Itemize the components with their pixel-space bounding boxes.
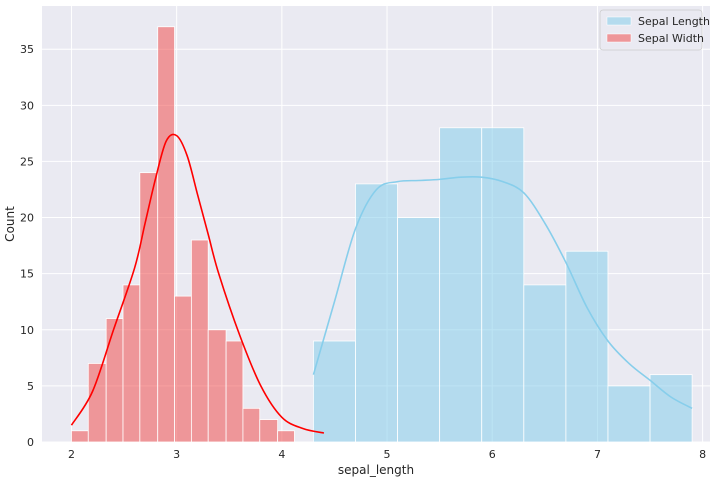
x-tick-label: 7 <box>594 448 601 461</box>
x-tick-label: 3 <box>173 448 180 461</box>
x-tick-label: 4 <box>278 448 285 461</box>
histogram-bar <box>259 419 279 443</box>
y-tick-label: 35 <box>20 43 34 56</box>
y-tick-label: 0 <box>27 436 34 449</box>
histogram-bar <box>439 127 483 443</box>
histogram-bar <box>242 407 261 443</box>
series-0-bars <box>313 127 693 443</box>
y-tick-label: 10 <box>20 324 34 337</box>
histogram-bar <box>397 217 441 443</box>
histogram-bar <box>139 172 159 443</box>
histogram-bar <box>71 430 89 443</box>
x-tick-label: 6 <box>489 448 496 461</box>
series-1-kde-line <box>70 133 325 434</box>
histogram-bar <box>87 363 107 443</box>
histogram-bar <box>174 295 192 443</box>
histogram-bar <box>523 284 567 443</box>
kde-curves <box>70 133 693 434</box>
histogram-bar <box>190 239 209 443</box>
histogram-bar <box>277 430 295 443</box>
y-tick-labels: 0 5 10 15 20 25 30 35 <box>20 43 34 449</box>
legend: Sepal Length Sepal Width <box>599 9 710 51</box>
series-0-kde-line <box>312 175 693 410</box>
legend-label: Sepal Length <box>638 15 710 28</box>
histogram-bar <box>122 284 141 443</box>
histogram-bar <box>607 385 651 443</box>
x-tick-label: 2 <box>68 448 75 461</box>
series-1-bars <box>71 26 295 443</box>
y-axis-label: Count <box>3 206 17 242</box>
histogram-bar <box>157 26 175 443</box>
x-tick-labels: 2 3 4 5 6 7 8 <box>68 448 706 461</box>
x-axis-label: sepal_length <box>338 463 414 477</box>
histogram-bars <box>71 26 693 443</box>
y-tick-label: 15 <box>20 268 34 281</box>
y-tick-label: 25 <box>20 155 34 168</box>
legend-label: Sepal Width <box>638 32 704 45</box>
histogram-bar <box>105 318 124 443</box>
histogram-bar <box>225 340 244 443</box>
histogram-bar <box>207 329 227 443</box>
x-tick-label: 5 <box>384 448 391 461</box>
y-tick-label: 30 <box>20 99 34 112</box>
x-tick-label: 8 <box>699 448 706 461</box>
y-tick-label: 5 <box>27 380 34 393</box>
legend-swatch <box>606 33 632 43</box>
legend-swatch <box>606 16 632 26</box>
y-tick-label: 20 <box>20 212 34 225</box>
histogram-bar <box>355 183 398 443</box>
histogram-bar <box>313 340 356 443</box>
histogram-bar <box>481 127 525 443</box>
histogram-bar <box>565 250 609 443</box>
